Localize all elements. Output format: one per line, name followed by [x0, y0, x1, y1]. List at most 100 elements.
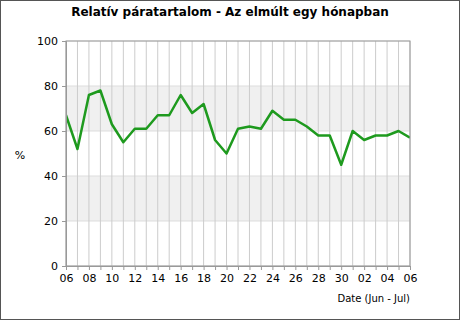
y-tick-mark: [62, 176, 66, 177]
x-tick: 22: [243, 266, 257, 285]
x-tick: 16: [174, 266, 188, 285]
y-tick-mark: [62, 221, 66, 222]
y-tick-label: 60: [44, 125, 58, 138]
y-tick-mark: [62, 41, 66, 42]
x-tick-mark: [341, 266, 342, 270]
x-tick-label: 26: [289, 272, 303, 285]
grid-line-x: [352, 41, 353, 266]
x-tick: 04: [381, 266, 395, 285]
grid-line-x: [169, 41, 170, 266]
x-tick-label: 14: [151, 272, 165, 285]
grid-line-x: [88, 41, 89, 266]
y-axis: 020406080100: [37, 35, 67, 273]
x-tick-label: 04: [381, 272, 395, 285]
grid: [66, 41, 410, 266]
x-tick-mark: [261, 266, 262, 270]
grid-line-x: [77, 41, 78, 266]
grid-line-x: [215, 41, 216, 266]
x-tick-mark: [181, 266, 182, 270]
x-tick: [169, 266, 170, 270]
x-tick: 12: [128, 266, 142, 285]
x-tick-mark: [66, 266, 67, 270]
y-tick: 80: [44, 80, 66, 93]
x-tick-label: 16: [174, 272, 188, 285]
grid-line-x: [318, 41, 319, 266]
x-tick-mark: [77, 266, 78, 270]
x-tick-mark: [318, 266, 319, 270]
x-tick: [261, 266, 262, 270]
grid-line-x: [398, 41, 399, 266]
grid-line-x: [146, 41, 147, 266]
x-tick-mark: [215, 266, 216, 270]
x-tick: [100, 266, 101, 270]
title: Relatív páratartalom - Az elmúlt egy hón…: [71, 5, 389, 19]
grid-line-x: [123, 41, 124, 266]
y-tick-label: 40: [44, 170, 58, 183]
x-tick-label: 30: [335, 272, 349, 285]
y-tick-mark: [62, 86, 66, 87]
x-tick: [330, 266, 331, 270]
y-tick-label: 0: [51, 260, 58, 273]
x-tick-label: 20: [220, 272, 234, 285]
grid-line-x: [157, 41, 158, 266]
grid-line-x: [364, 41, 365, 266]
x-tick: [284, 266, 285, 270]
x-tick-mark: [100, 266, 101, 270]
x-tick: 20: [220, 266, 234, 285]
x-tick: 26: [289, 266, 303, 285]
x-tick: 30: [335, 266, 349, 285]
x-tick-mark: [284, 266, 285, 270]
y-tick: 100: [37, 35, 66, 48]
grid-line-x: [249, 41, 250, 266]
y-tick-mark: [62, 266, 66, 267]
x-tick: 08: [82, 266, 96, 285]
plot-area: [66, 91, 410, 165]
x-tick-mark: [307, 266, 308, 270]
x-tick: [353, 266, 354, 270]
x-tick-mark: [204, 266, 205, 270]
grid-line-x: [260, 41, 261, 266]
x-tick: [215, 266, 216, 270]
x-tick: [77, 266, 78, 270]
grid-line-x: [100, 41, 101, 266]
x-tick-mark: [146, 266, 147, 270]
x-tick-mark: [112, 266, 113, 270]
y-tick: 40: [44, 170, 66, 183]
x-tick-mark: [272, 266, 273, 270]
x-tick: [192, 266, 193, 270]
grid-line-x: [203, 41, 204, 266]
x-tick-mark: [295, 266, 296, 270]
chart: 0204060801000608101214161820222426283002…: [0, 0, 460, 320]
plot-frame: [66, 41, 410, 266]
x-tick: 02: [358, 266, 372, 285]
grid-line-x: [329, 41, 330, 266]
y-tick: 60: [44, 125, 66, 138]
x-tick: [238, 266, 239, 270]
x-tick-label: 02: [358, 272, 372, 285]
x-tick: 06: [404, 266, 418, 285]
x-tick-label: 28: [312, 272, 326, 285]
y-tick-mark: [62, 131, 66, 132]
x-tick-mark: [399, 266, 400, 270]
x-tick-label: 18: [197, 272, 211, 285]
grid-line-x: [192, 41, 193, 266]
x-tick-mark: [330, 266, 331, 270]
x-tick-label: 12: [128, 272, 142, 285]
x-tick-mark: [364, 266, 365, 270]
x-tick-mark: [158, 266, 159, 270]
y-tick-label: 80: [44, 80, 58, 93]
grid-line-x: [295, 41, 296, 266]
x-tick: 28: [312, 266, 326, 285]
grid-line-x: [375, 41, 376, 266]
x-tick-mark: [123, 266, 124, 270]
x-tick-mark: [353, 266, 354, 270]
x-tick: [123, 266, 124, 270]
y-axis-line: [62, 42, 67, 267]
x-tick-label: 06: [404, 272, 418, 285]
x-tick-mark: [135, 266, 136, 270]
x-tick-label: 10: [105, 272, 119, 285]
x-tick-mark: [89, 266, 90, 270]
grid-line-x: [387, 41, 388, 266]
x-tick: 14: [151, 266, 165, 285]
x-tick-label: 08: [82, 272, 96, 285]
